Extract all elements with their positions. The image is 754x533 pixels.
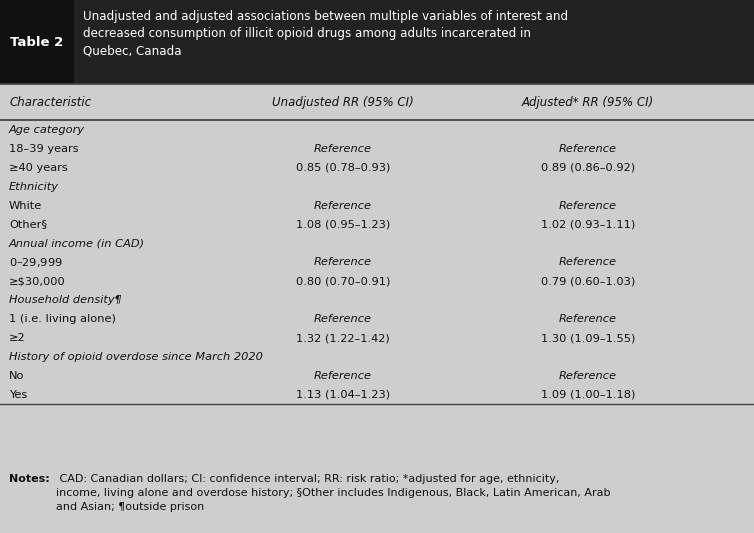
Text: 1.02 (0.93–1.11): 1.02 (0.93–1.11) xyxy=(541,220,635,230)
Text: 0.89 (0.86–0.92): 0.89 (0.86–0.92) xyxy=(541,163,635,173)
Text: Reference: Reference xyxy=(559,371,617,381)
Bar xyxy=(0,0,74,84)
Text: Reference: Reference xyxy=(559,257,617,268)
Text: CAD: Canadian dollars; CI: confidence interval; RR: risk ratio; *adjusted for ag: CAD: Canadian dollars; CI: confidence in… xyxy=(56,474,610,512)
Text: Unadjusted RR (95% CI): Unadjusted RR (95% CI) xyxy=(272,96,414,109)
Text: Other§: Other§ xyxy=(9,220,47,230)
Text: Household density¶: Household density¶ xyxy=(9,295,122,305)
Text: Reference: Reference xyxy=(314,371,372,381)
Text: Reference: Reference xyxy=(314,144,372,154)
Text: Reference: Reference xyxy=(314,200,372,211)
Text: Reference: Reference xyxy=(559,314,617,324)
Text: 1.09 (1.00–1.18): 1.09 (1.00–1.18) xyxy=(541,390,636,400)
Text: 1.30 (1.09–1.55): 1.30 (1.09–1.55) xyxy=(541,333,636,343)
Text: 18–39 years: 18–39 years xyxy=(9,144,78,154)
Text: ≥40 years: ≥40 years xyxy=(9,163,68,173)
Text: Reference: Reference xyxy=(314,314,372,324)
Text: 1.08 (0.95–1.23): 1.08 (0.95–1.23) xyxy=(296,220,391,230)
Text: Table 2: Table 2 xyxy=(11,36,63,49)
Text: 1.13 (1.04–1.23): 1.13 (1.04–1.23) xyxy=(296,390,390,400)
Text: Age category: Age category xyxy=(9,125,85,135)
Text: ≥2: ≥2 xyxy=(9,333,26,343)
Bar xyxy=(0,84,754,472)
Text: Reference: Reference xyxy=(314,257,372,268)
Text: History of opioid overdose since March 2020: History of opioid overdose since March 2… xyxy=(9,352,263,362)
Text: Adjusted* RR (95% CI): Adjusted* RR (95% CI) xyxy=(522,96,654,109)
Text: 1.32 (1.22–1.42): 1.32 (1.22–1.42) xyxy=(296,333,390,343)
Text: No: No xyxy=(9,371,25,381)
Text: Yes: Yes xyxy=(9,390,27,400)
Text: Reference: Reference xyxy=(559,144,617,154)
Text: $0–$29,999: $0–$29,999 xyxy=(9,256,63,269)
Text: Ethnicity: Ethnicity xyxy=(9,182,59,192)
Text: Reference: Reference xyxy=(559,200,617,211)
Text: 1 (i.e. living alone): 1 (i.e. living alone) xyxy=(9,314,116,324)
Text: White: White xyxy=(9,200,42,211)
Text: Notes:: Notes: xyxy=(9,474,50,484)
Text: 0.79 (0.60–1.03): 0.79 (0.60–1.03) xyxy=(541,276,635,286)
Bar xyxy=(0,0,754,84)
Text: ≥$30,000: ≥$30,000 xyxy=(9,276,66,286)
Text: Unadjusted and adjusted associations between multiple variables of interest and
: Unadjusted and adjusted associations bet… xyxy=(83,10,568,58)
Text: 0.80 (0.70–0.91): 0.80 (0.70–0.91) xyxy=(296,276,391,286)
Text: 0.85 (0.78–0.93): 0.85 (0.78–0.93) xyxy=(296,163,391,173)
Text: Annual income (in CAD): Annual income (in CAD) xyxy=(9,238,146,248)
Text: Characteristic: Characteristic xyxy=(9,96,91,109)
